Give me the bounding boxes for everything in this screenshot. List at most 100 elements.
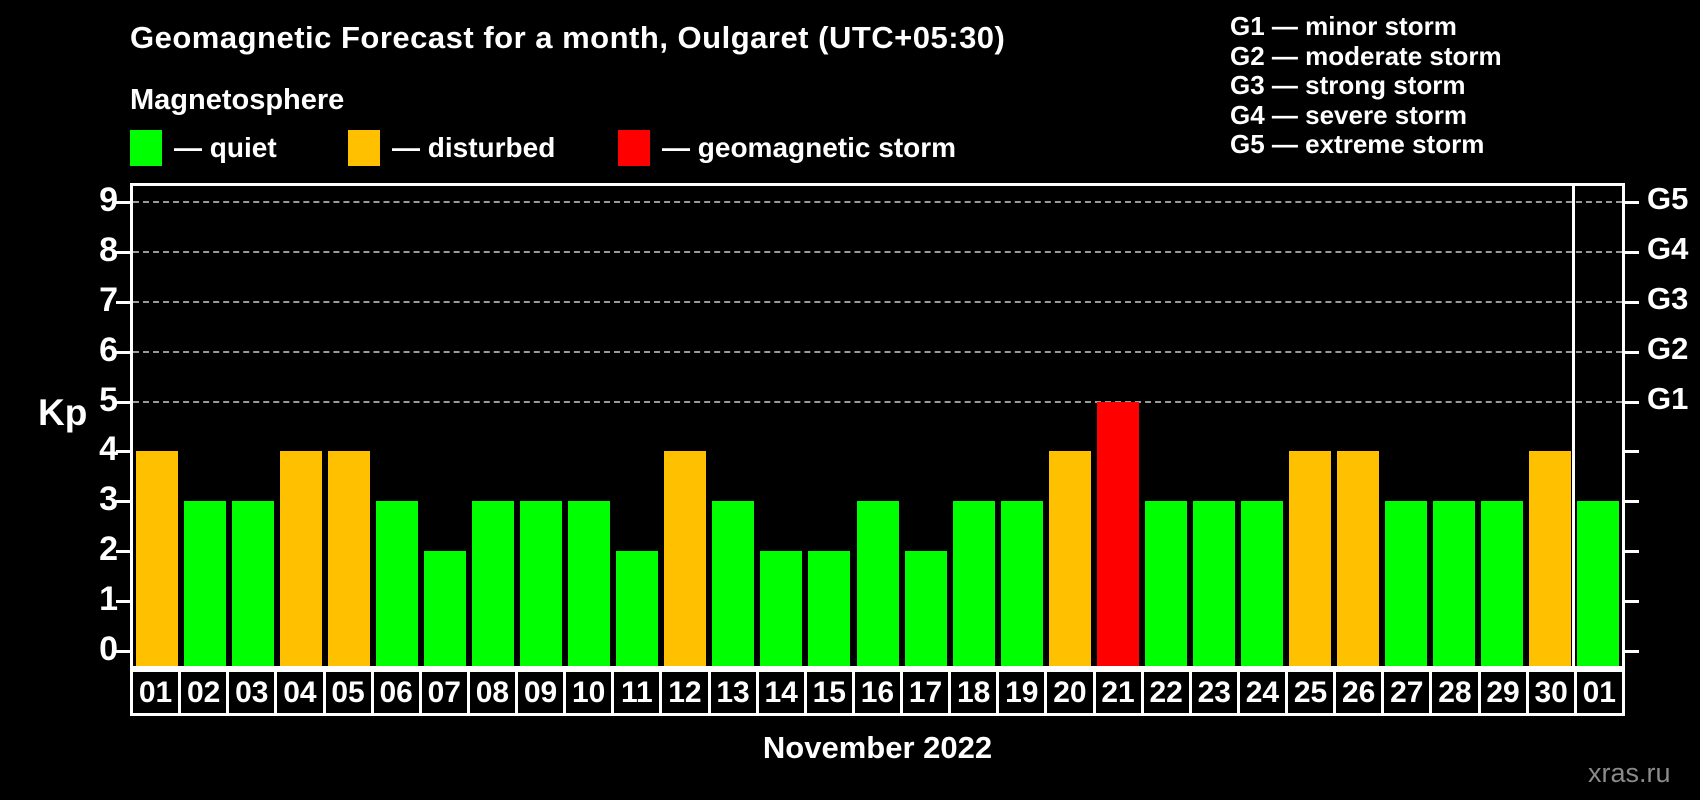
day-label-24: 24 [1236, 669, 1288, 716]
kp-bar-day-19 [1000, 501, 1043, 666]
day-label-14: 14 [755, 669, 807, 716]
g-legend-line-1: G1 — minor storm [1230, 11, 1457, 41]
y-tick-mark-right-9 [1625, 200, 1639, 204]
kp-bar-day-20 [1048, 451, 1091, 666]
g-axis-label-G3: G3 [1647, 280, 1689, 316]
kp-bar-day-30 [1528, 451, 1571, 666]
g-axis-label-G4: G4 [1647, 230, 1689, 266]
kp-bar-day-02 [184, 501, 227, 666]
day-label-next-01: 01 [1573, 669, 1625, 716]
y-tick-mark-left-2 [116, 550, 130, 554]
g-scale-legend: G1 — minor storm G2 — moderate storm G3 — … [1230, 11, 1502, 160]
y-tick-mark-left-9 [116, 200, 130, 204]
x-axis-title: November 2022 [762, 730, 993, 765]
y-tick-label-2: 2 [99, 530, 118, 569]
y-tick-label-6: 6 [99, 330, 118, 369]
day-label-19: 19 [996, 669, 1048, 716]
y-tick-mark-left-6 [116, 350, 130, 354]
y-tick-mark-left-0 [116, 650, 130, 653]
legend-label-storm: — geomagnetic storm [662, 132, 957, 163]
g-axis-label-G2: G2 [1647, 330, 1689, 366]
y-tick-label-3: 3 [99, 480, 118, 519]
kp-bar-day-15 [808, 551, 851, 666]
kp-bar-day-16 [856, 501, 899, 666]
g-legend-line-3: G3 — strong storm [1230, 70, 1466, 100]
kp-bar-day-14 [760, 551, 803, 666]
kp-bar-day-01 [136, 451, 179, 666]
y-tick-mark-right-4 [1625, 450, 1639, 454]
kp-bar-day-05 [328, 451, 371, 666]
x-axis-day-labels: 01 02 03 04 05 06 07 08 09 10 11 12 13 14 15 16 17 18 19 20… [130, 669, 1625, 716]
kp-bar-day-29 [1480, 501, 1523, 666]
day-label-04: 04 [274, 669, 326, 716]
y-tick-label-5: 5 [99, 380, 118, 419]
gridline-kp-8 [133, 250, 1622, 253]
y-tick-mark-right-3 [1625, 500, 1639, 504]
y-tick-mark-left-1 [116, 600, 130, 604]
day-label-07: 07 [418, 669, 470, 716]
kp-bar-day-27 [1384, 501, 1427, 666]
kp-bar-day-11 [616, 551, 659, 666]
y-tick-mark-right-2 [1625, 550, 1639, 554]
g-axis-label-G5: G5 [1647, 180, 1689, 216]
day-label-30: 30 [1525, 669, 1577, 716]
day-label-01: 01 [130, 669, 182, 716]
magnetosphere-legend: — quiet — disturbed — geomagnetic storm [0, 128, 1700, 168]
y-tick-mark-left-4 [116, 450, 130, 454]
day-label-27: 27 [1381, 669, 1433, 716]
kp-bar-day-24 [1240, 501, 1283, 666]
kp-bar-day-07 [424, 551, 467, 666]
plot-area [130, 183, 1625, 669]
kp-bar-day-17 [904, 551, 947, 666]
day-label-20: 20 [1044, 669, 1096, 716]
y-tick-mark-left-5 [116, 400, 130, 404]
y-tick-label-4: 4 [99, 430, 118, 469]
day-label-16: 16 [851, 669, 903, 716]
g-legend-line-5: G5 — extreme storm [1230, 129, 1485, 159]
month-separator-line [1572, 186, 1576, 666]
day-label-02: 02 [178, 669, 230, 716]
day-label-10: 10 [563, 669, 615, 716]
y-tick-mark-left-8 [116, 250, 130, 254]
day-label-22: 22 [1140, 669, 1192, 716]
kp-bar-day-03 [232, 501, 275, 666]
day-label-21: 21 [1092, 669, 1144, 716]
kp-bar-day-26 [1336, 451, 1379, 666]
chart-title: Geomagnetic Forecast for a month, Oulgar… [130, 20, 1006, 55]
day-label-11: 11 [611, 669, 663, 716]
y-tick-mark-left-3 [116, 500, 130, 504]
y-tick-mark-right-8 [1625, 250, 1639, 254]
legend-item-disturbed: — disturbed [348, 128, 555, 168]
day-label-12: 12 [659, 669, 711, 716]
storm-swatch-icon [618, 130, 650, 166]
day-label-08: 08 [466, 669, 518, 716]
kp-bar-day-12 [664, 451, 707, 666]
kp-bar-day-01 [1576, 501, 1619, 666]
day-label-09: 09 [515, 669, 567, 716]
day-label-29: 29 [1477, 669, 1529, 716]
kp-bar-day-18 [952, 501, 995, 666]
gridline-kp-6 [133, 350, 1622, 353]
y-tick-mark-right-0 [1625, 650, 1639, 653]
kp-bar-day-10 [568, 501, 611, 666]
day-label-06: 06 [370, 669, 422, 716]
day-label-03: 03 [226, 669, 278, 716]
y-tick-mark-right-1 [1625, 600, 1639, 604]
kp-bar-day-09 [520, 501, 563, 666]
gridline-kp-5 [133, 400, 1622, 403]
chart-subtitle: Magnetosphere [130, 84, 345, 116]
quiet-swatch-icon [130, 130, 162, 166]
y-axis-title: Kp [38, 392, 88, 433]
kp-bar-day-13 [712, 501, 755, 666]
y-tick-mark-right-6 [1625, 350, 1639, 354]
legend-item-quiet: — quiet [130, 128, 277, 168]
kp-bar-day-21 [1096, 401, 1139, 666]
day-label-05: 05 [322, 669, 374, 716]
y-tick-label-8: 8 [99, 230, 118, 269]
watermark-link[interactable]: xras.ru [1588, 758, 1671, 788]
y-tick-label-0: 0 [99, 630, 118, 668]
disturbed-swatch-icon [348, 130, 380, 166]
y-tick-label-7: 7 [99, 280, 118, 319]
day-label-15: 15 [803, 669, 855, 716]
kp-bar-day-28 [1432, 501, 1475, 666]
